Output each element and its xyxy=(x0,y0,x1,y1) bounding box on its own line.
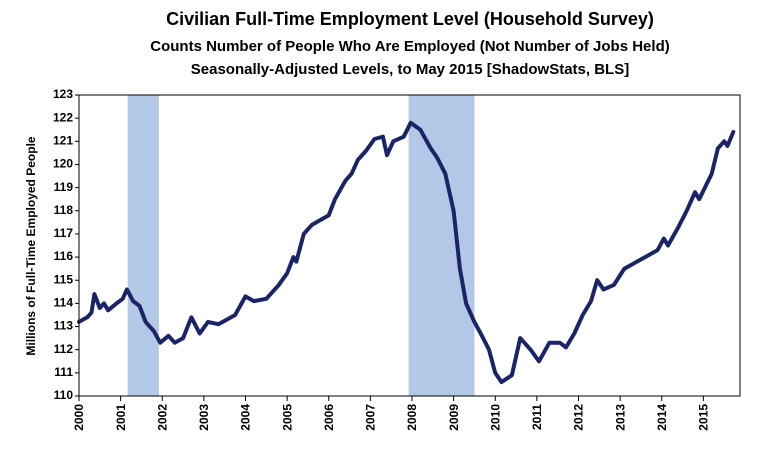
y-tick-label: 119 xyxy=(54,180,74,194)
y-tick-label: 122 xyxy=(53,110,73,124)
x-tick-label: 2006 xyxy=(322,404,336,431)
x-tick-label: 2011 xyxy=(530,404,544,430)
x-tick-label: 2010 xyxy=(488,404,502,431)
x-tick-label: 2004 xyxy=(239,404,253,431)
x-tick-label: 2000 xyxy=(72,404,86,431)
y-tick-label: 111 xyxy=(54,365,73,379)
data-line xyxy=(77,120,736,385)
recession-band xyxy=(127,95,159,396)
y-tick-label: 110 xyxy=(54,388,74,402)
y-tick-label: 113 xyxy=(54,319,74,333)
y-tick-label: 114 xyxy=(54,296,74,310)
plot-border xyxy=(78,94,741,397)
x-tick-label: 2005 xyxy=(280,404,294,431)
x-tick-label: 2014 xyxy=(655,404,669,431)
y-tick-label: 118 xyxy=(54,203,74,217)
x-tick-label: 2007 xyxy=(364,404,378,431)
x-tick-label: 2013 xyxy=(613,404,627,431)
y-tick-label: 112 xyxy=(54,342,74,356)
x-tick-label: 2001 xyxy=(114,404,128,431)
x-tick-label: 2009 xyxy=(447,404,461,431)
chart-subtitle: Counts Number of People Who Are Employed… xyxy=(150,38,669,55)
x-tick-label: 2003 xyxy=(197,404,211,431)
y-tick-label: 117 xyxy=(54,226,74,240)
y-tick-label: 121 xyxy=(53,133,73,147)
y-tick-label: 115 xyxy=(54,272,74,286)
chart-title: Civilian Full-Time Employment Level (Hou… xyxy=(166,9,654,29)
y-axis-label: Millions of Full-Time Employed People xyxy=(24,136,38,355)
x-tick-label: 2002 xyxy=(155,404,169,431)
chart-subtitle: Seasonally-Adjusted Levels, to May 2015 … xyxy=(191,61,629,78)
x-tick-label: 2015 xyxy=(697,404,711,431)
recession-band xyxy=(408,95,475,396)
y-tick-label: 123 xyxy=(53,87,73,101)
x-tick-label: 2008 xyxy=(405,404,419,431)
y-tick-label: 120 xyxy=(53,157,73,171)
y-tick-label: 116 xyxy=(54,249,74,263)
x-tick-label: 2012 xyxy=(572,404,586,431)
